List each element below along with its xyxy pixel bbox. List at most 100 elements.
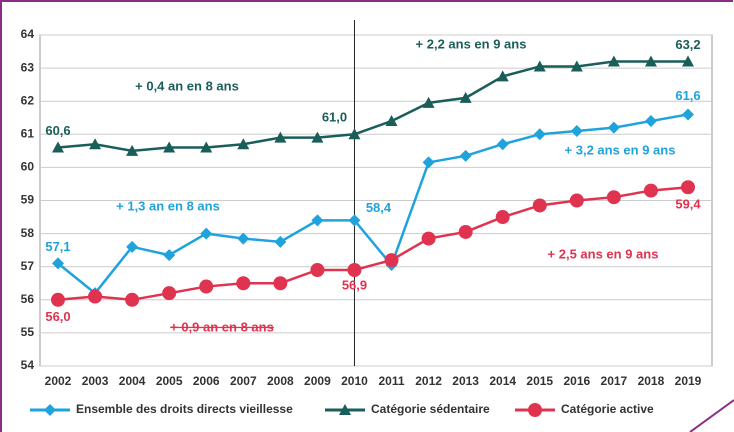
legend-label: Catégorie active — [561, 402, 654, 416]
point — [163, 249, 176, 262]
point — [421, 231, 436, 246]
point — [682, 108, 694, 121]
x-tick-label: 2013 — [452, 374, 479, 388]
point — [643, 183, 658, 198]
point — [384, 253, 399, 268]
data-label: 63,2 — [675, 37, 700, 52]
point — [88, 289, 103, 304]
point — [52, 141, 64, 153]
point — [52, 257, 64, 270]
point — [422, 156, 435, 169]
x-tick-label: 2016 — [563, 374, 590, 388]
point — [533, 128, 546, 141]
legend-label: Ensemble des droits directs vieillesse — [76, 402, 293, 416]
y-tick-label: 64 — [21, 27, 35, 41]
x-tick-label: 2019 — [675, 374, 702, 388]
y-tick-label: 59 — [21, 193, 35, 207]
annotation: + 2,5 ans en 9 ans — [548, 246, 659, 261]
data-label: 61,6 — [675, 88, 700, 103]
data-label: 56,0 — [45, 309, 70, 324]
y-tick-label: 57 — [21, 259, 35, 273]
point — [311, 214, 324, 227]
point — [385, 115, 398, 127]
point — [89, 138, 102, 150]
point — [273, 276, 288, 291]
point — [606, 190, 621, 205]
point — [311, 131, 324, 143]
point — [348, 214, 361, 227]
point — [607, 55, 620, 67]
point — [310, 263, 325, 278]
point — [200, 141, 213, 153]
point — [533, 60, 546, 72]
point — [570, 124, 583, 137]
point — [348, 128, 361, 140]
x-tick-label: 2009 — [304, 374, 331, 388]
x-tick-label: 2015 — [526, 374, 553, 388]
point — [569, 193, 584, 208]
x-tick-label: 2011 — [379, 374, 405, 388]
data-label: 58,4 — [366, 200, 392, 215]
legend-label: Catégorie sédentaire — [371, 402, 490, 416]
point — [51, 292, 65, 307]
point — [496, 70, 509, 82]
data-label: 61,0 — [322, 110, 347, 125]
y-tick-label: 61 — [21, 126, 35, 140]
point — [162, 286, 177, 301]
y-tick-label: 62 — [21, 93, 35, 107]
data-label: 59,4 — [675, 197, 701, 212]
point — [422, 96, 435, 108]
point — [163, 141, 176, 153]
y-tick-label: 60 — [21, 160, 35, 174]
x-tick-label: 2018 — [638, 374, 665, 388]
point — [681, 180, 695, 195]
series-line — [57, 60, 688, 153]
point — [459, 91, 472, 103]
x-tick-label: 2002 — [45, 374, 72, 388]
y-tick-label: 58 — [21, 226, 35, 240]
x-tick-label: 2017 — [601, 374, 628, 388]
x-tick-label: 2012 — [415, 374, 442, 388]
point — [236, 276, 251, 291]
y-tick-label: 56 — [21, 292, 35, 306]
x-tick-label: 2014 — [489, 374, 516, 388]
point — [644, 115, 657, 128]
point — [339, 404, 351, 415]
series-line — [57, 113, 689, 295]
y-tick-label: 63 — [21, 60, 35, 74]
x-tick-label: 2007 — [230, 374, 257, 388]
point — [274, 235, 287, 248]
point — [237, 232, 250, 245]
point — [459, 149, 472, 162]
point — [274, 131, 287, 143]
x-tick-label: 2006 — [193, 374, 220, 388]
annotation: + 0,9 an en 8 ans — [170, 319, 274, 334]
x-tick-label: 2003 — [82, 374, 109, 388]
point — [458, 224, 473, 239]
y-tick-label: 54 — [21, 358, 35, 372]
annotation: + 3,2 ans en 9 ans — [565, 142, 676, 157]
point — [607, 121, 620, 134]
point — [200, 227, 213, 240]
point — [532, 198, 547, 213]
point — [199, 279, 214, 294]
point — [570, 60, 583, 72]
point — [496, 138, 509, 151]
point — [495, 210, 510, 225]
x-tick-label: 2010 — [341, 374, 368, 388]
y-tick-label: 55 — [21, 325, 35, 339]
x-tick-label: 2008 — [267, 374, 294, 388]
point — [126, 240, 139, 253]
point — [126, 144, 139, 156]
point — [682, 55, 694, 67]
annotation: + 2,2 ans en 9 ans — [416, 36, 527, 51]
annotation: + 0,4 an en 8 ans — [135, 78, 239, 93]
point — [528, 403, 542, 417]
point — [237, 138, 250, 150]
point — [125, 292, 140, 307]
x-tick-label: 2005 — [156, 374, 183, 388]
data-label: 57,1 — [45, 239, 70, 254]
data-label: 56,9 — [342, 277, 367, 292]
